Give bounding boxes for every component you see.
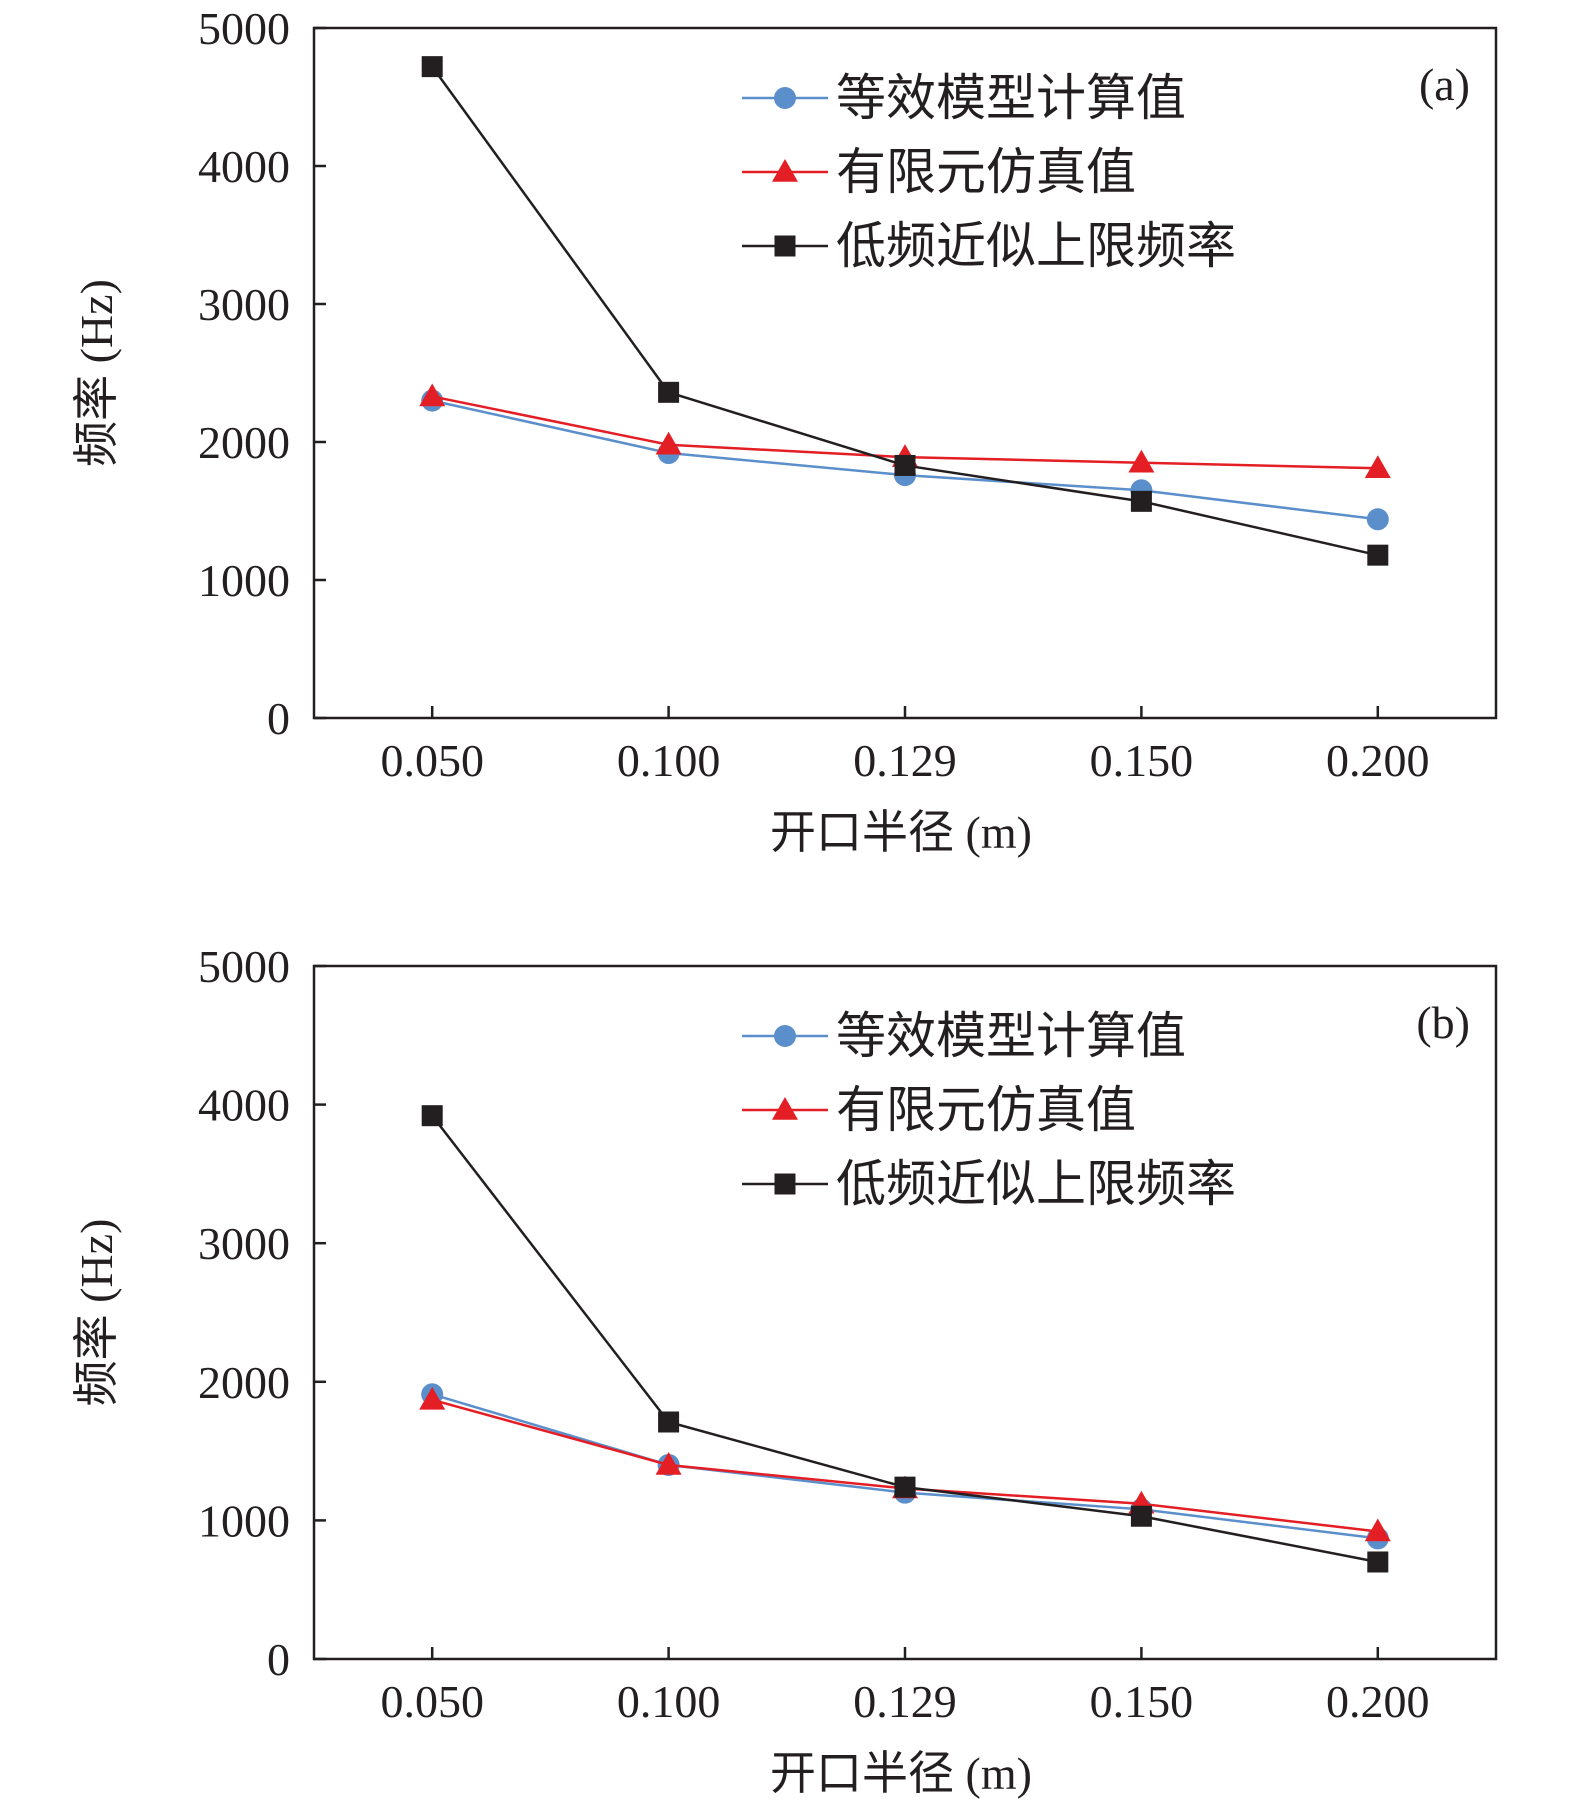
x-tick-label: 0.100 [617, 1676, 721, 1727]
data-point [1364, 1518, 1391, 1542]
y-axis-title: 频率 (Hz) [71, 279, 122, 467]
legend-label: 低频近似上限频率 [836, 1156, 1236, 1212]
chart-panel-a: 0 1000 2000 3000 4000 5000 0.050 0.100 0.129 0.15… [71, 3, 1498, 858]
series-circle [421, 1383, 1389, 1550]
x-tick-label: 0.150 [1090, 1676, 1194, 1727]
data-point [894, 1476, 916, 1498]
y-tick-label: 4000 [198, 141, 290, 192]
chart-panel-b: 0 1000 2000 3000 4000 5000 0.050 0.100 0.129 0.15… [71, 941, 1498, 1799]
legend-item: 低频近似上限频率 [742, 218, 1236, 274]
legend-marker [772, 1097, 798, 1120]
data-point [658, 1411, 680, 1433]
legend-item: 有限元仿真值 [742, 1082, 1136, 1138]
data-point [1130, 1505, 1152, 1527]
legend-marker [774, 1025, 796, 1047]
legend-marker [774, 235, 796, 257]
x-tick-label: 0.200 [1326, 1676, 1430, 1727]
legend-label: 等效模型计算值 [836, 1008, 1186, 1064]
legend-item: 等效模型计算值 [742, 70, 1186, 126]
data-point [1367, 544, 1389, 566]
data-point [655, 431, 682, 455]
plot-frame [312, 26, 1498, 720]
series-line [431, 1398, 1378, 1533]
legend-label: 有限元仿真值 [836, 1082, 1136, 1138]
series-square [421, 56, 1389, 566]
x-axis-title: 开口半径 (m) [770, 1748, 1032, 1799]
data-point [1367, 1551, 1389, 1573]
panel-label: (b) [1416, 997, 1470, 1048]
legend-item: 等效模型计算值 [742, 1008, 1186, 1064]
data-point [894, 454, 916, 476]
series-square [421, 1105, 1389, 1573]
x-tick-label: 0.050 [380, 1676, 484, 1727]
x-tick-label: 0.050 [380, 735, 484, 786]
legend-marker [772, 159, 798, 182]
series-line [431, 1393, 1378, 1540]
panel-label: (a) [1419, 59, 1470, 110]
x-tick-label: 0.200 [1326, 735, 1430, 786]
y-tick-label: 5000 [198, 941, 290, 992]
legend-marker [774, 1173, 796, 1195]
y-tick-label: 3000 [198, 279, 290, 330]
legend-item: 有限元仿真值 [742, 144, 1136, 200]
x-tick-label: 0.129 [853, 735, 957, 786]
data-point [1130, 490, 1152, 512]
y-tick-label: 2000 [198, 1357, 290, 1408]
x-axis-title: 开口半径 (m) [770, 807, 1032, 858]
data-point [1128, 449, 1155, 473]
y-tick-label: 4000 [198, 1080, 290, 1131]
y-tick-label: 3000 [198, 1218, 290, 1269]
data-point [419, 1386, 446, 1410]
y-tick-label: 0 [267, 693, 290, 744]
data-point [655, 1451, 682, 1475]
data-point [1366, 508, 1389, 531]
series-triangle [419, 1386, 1391, 1542]
y-axis-title: 频率 (Hz) [71, 1219, 122, 1407]
legend-marker [774, 87, 796, 109]
y-tick-label: 0 [267, 1634, 290, 1685]
legend-label: 低频近似上限频率 [836, 218, 1236, 274]
y-tick-label: 1000 [198, 1495, 290, 1546]
data-point [419, 383, 446, 407]
y-tick-label: 1000 [198, 555, 290, 606]
legend-item: 低频近似上限频率 [742, 1156, 1236, 1212]
x-tick-label: 0.100 [617, 735, 721, 786]
x-tick-label: 0.129 [853, 1676, 957, 1727]
x-tick-label: 0.150 [1090, 735, 1194, 786]
legend-label: 有限元仿真值 [836, 144, 1136, 200]
y-tick-label: 2000 [198, 417, 290, 468]
data-point [658, 381, 680, 403]
plot-frame [312, 964, 1498, 1661]
legend-label: 等效模型计算值 [836, 70, 1186, 126]
data-point [1364, 455, 1391, 478]
data-point [421, 56, 443, 78]
data-point [421, 1105, 443, 1127]
y-tick-label: 5000 [198, 3, 290, 54]
